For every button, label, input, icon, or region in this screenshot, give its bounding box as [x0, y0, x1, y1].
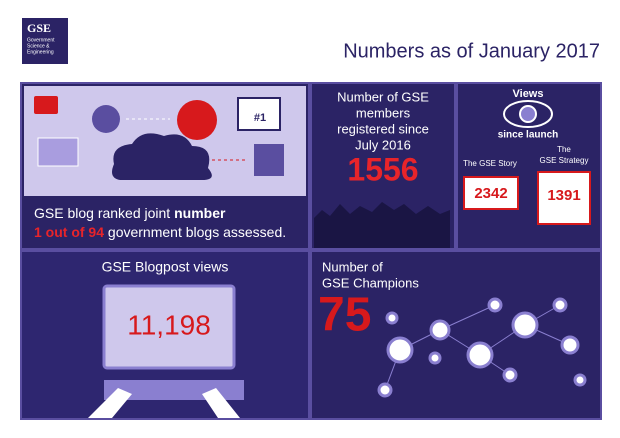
network-nodes: [377, 297, 587, 398]
blog-bold: number: [174, 205, 226, 221]
panel: [312, 252, 600, 418]
phone-icon: [92, 105, 120, 133]
logo-line: Engineering: [27, 49, 54, 55]
blog-rank: 1 out of 94: [34, 224, 104, 240]
chat-icon: [177, 100, 217, 140]
logo-line: Science &: [27, 43, 50, 49]
page-title: Numbers as of January 2017: [343, 40, 600, 62]
views-item-value: 1391: [547, 187, 580, 204]
blog-text: GSE blog ranked joint: [34, 205, 170, 221]
logo-box: [22, 18, 68, 64]
value-box: [463, 176, 519, 210]
members-label: July 2016: [355, 137, 411, 152]
doc-icon: [37, 137, 79, 167]
views-subheading: since launch: [498, 130, 559, 141]
value-box: [537, 171, 591, 225]
hands: [88, 388, 240, 418]
icon-label: #1: [254, 112, 266, 124]
cloud: [112, 133, 212, 180]
logo-title: GSE: [27, 21, 51, 35]
eye-pupil: [519, 105, 537, 123]
views-item-value: 2342: [474, 185, 507, 202]
views-item-label: The GSE Story: [463, 159, 517, 168]
champions-label: GSE Champions: [322, 275, 419, 290]
members-value: 1556: [347, 151, 418, 187]
views-heading: Views: [513, 88, 544, 100]
blog-line: GSE blog ranked joint number: [34, 205, 226, 221]
laptop-icon: [254, 144, 284, 176]
blogpost-value: 11,198: [127, 309, 211, 340]
blog-line: 1 out of 94 government blogs assessed.: [34, 224, 286, 240]
logo-line: Government: [27, 37, 55, 43]
views-item-label: The: [557, 145, 571, 154]
mail-icon: [34, 96, 58, 114]
blogpost-label: GSE Blogpost views: [102, 259, 229, 275]
blog-text: government blogs assessed.: [108, 224, 286, 240]
members-label: registered since: [337, 121, 429, 136]
monitor: [102, 284, 236, 370]
champions-label: Number of: [322, 259, 383, 274]
crowd: [314, 202, 450, 248]
champions-value: 75: [318, 289, 371, 342]
members-label: Number of GSE: [337, 89, 429, 104]
members-label: members: [356, 105, 411, 120]
eye: [503, 100, 553, 128]
views-item-label: GSE Strategy: [540, 156, 589, 165]
window-icon: [237, 97, 281, 131]
